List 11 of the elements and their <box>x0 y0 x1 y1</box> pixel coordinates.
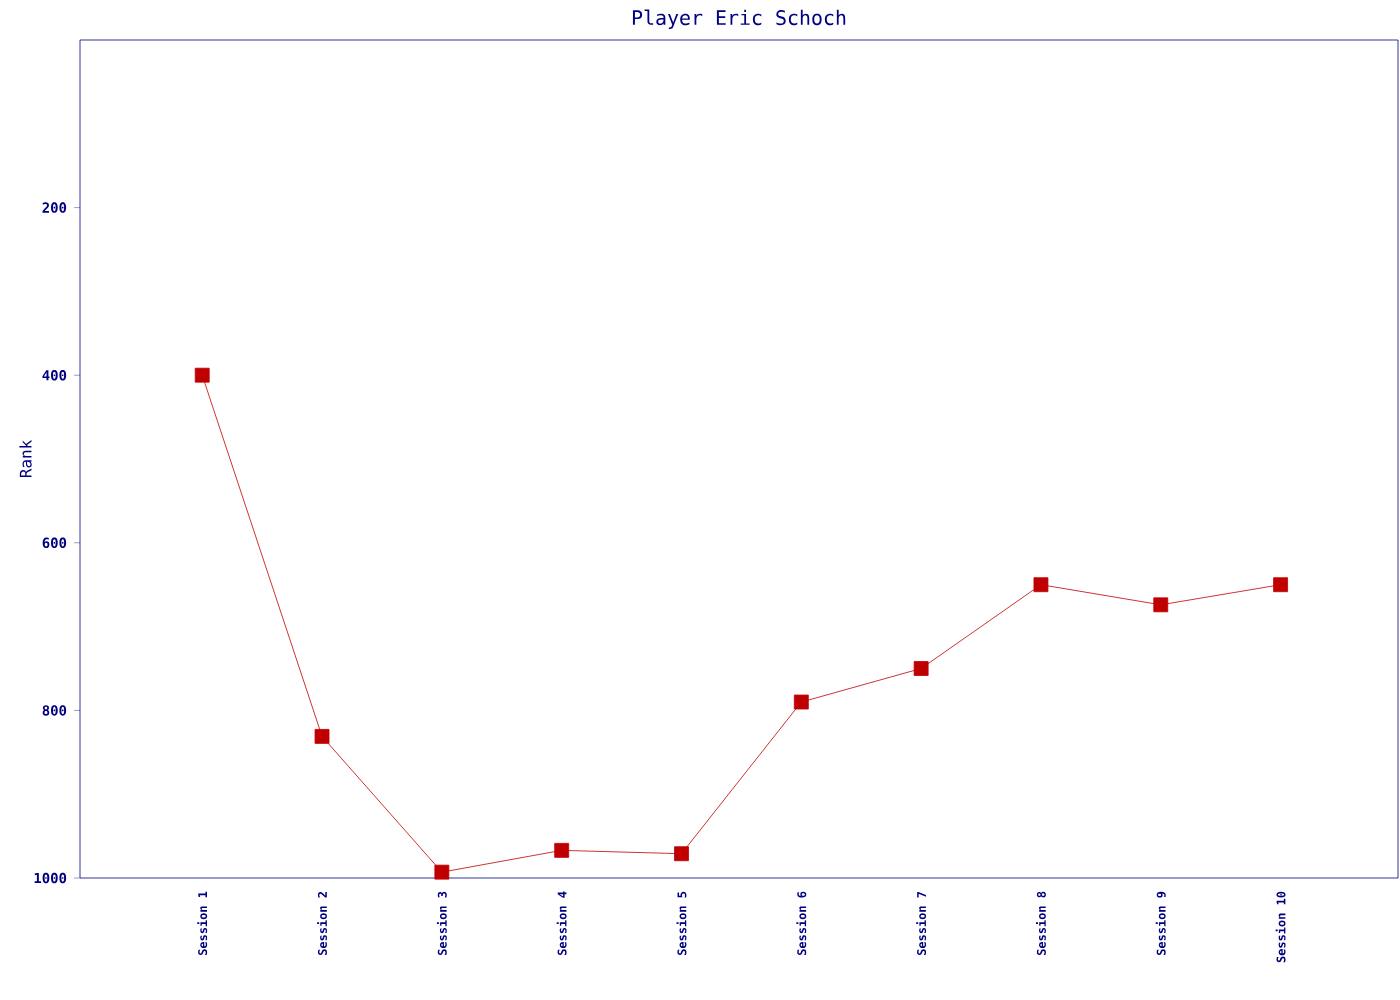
point <box>1273 577 1288 593</box>
point <box>674 846 689 862</box>
point <box>314 728 330 744</box>
point <box>1033 577 1049 593</box>
point <box>1153 597 1169 613</box>
point <box>793 694 809 710</box>
point <box>554 842 570 858</box>
point <box>434 864 450 880</box>
point <box>913 661 929 676</box>
point <box>194 367 210 383</box>
chart-title: Player Eric Schoch <box>632 9 846 30</box>
